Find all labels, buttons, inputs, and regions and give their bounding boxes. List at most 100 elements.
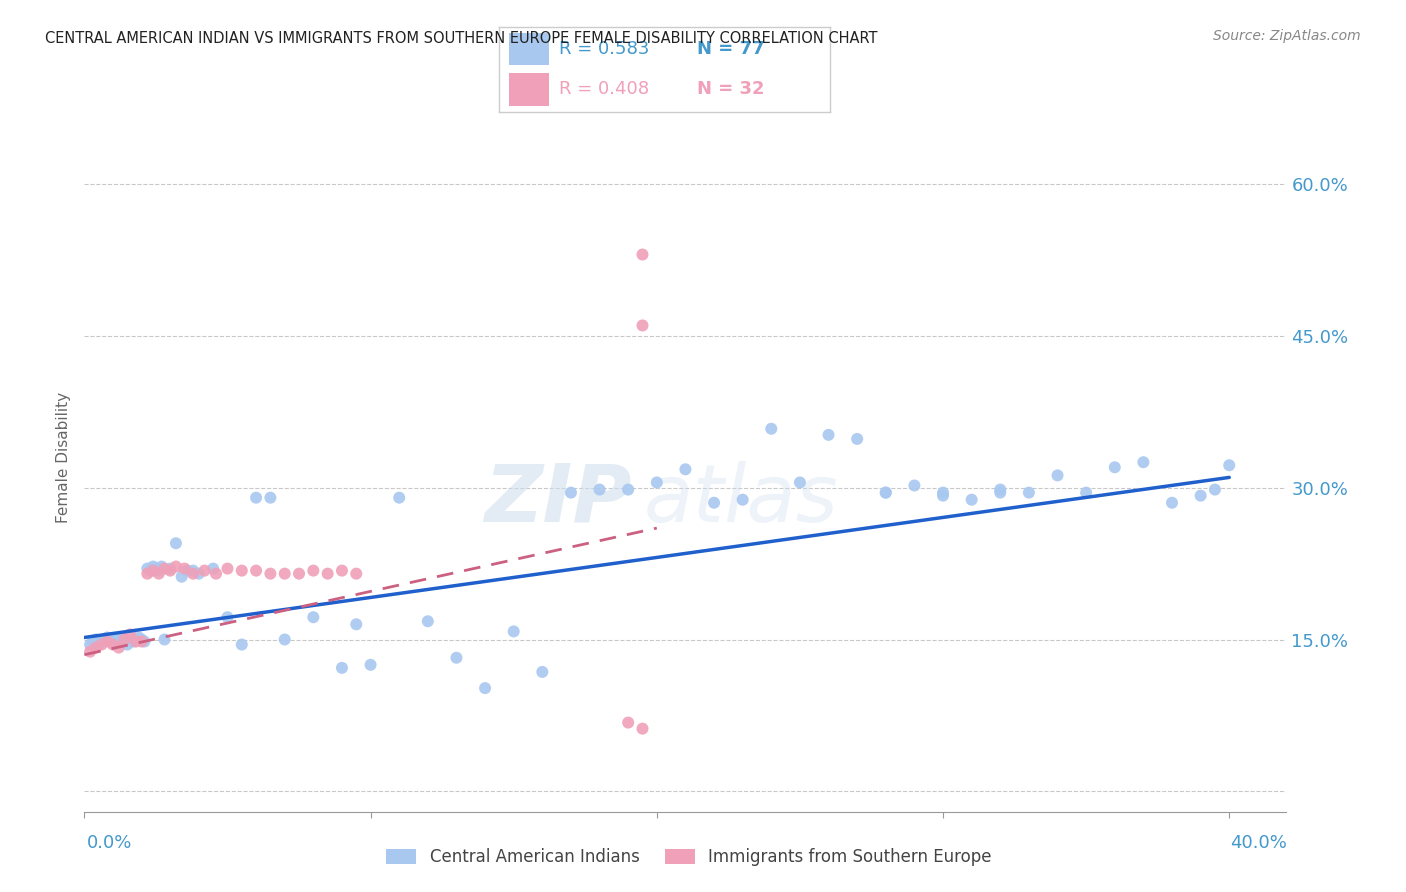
Point — [416, 614, 439, 628]
Point — [245, 564, 267, 578]
Point — [159, 561, 181, 575]
FancyBboxPatch shape — [509, 33, 548, 65]
Point — [82, 634, 104, 648]
Point — [675, 462, 697, 476]
Point — [875, 485, 897, 500]
Point — [1104, 460, 1126, 475]
Point — [87, 638, 110, 652]
Point — [139, 564, 162, 578]
Point — [107, 640, 129, 655]
Point — [153, 561, 176, 575]
Point — [181, 566, 204, 581]
Point — [101, 638, 124, 652]
Point — [1189, 489, 1212, 503]
Point — [93, 632, 115, 647]
Point — [101, 632, 124, 647]
Point — [114, 632, 135, 647]
Point — [131, 634, 153, 648]
Point — [274, 566, 297, 581]
Point — [120, 632, 142, 647]
Point — [846, 432, 869, 446]
Point — [631, 318, 654, 333]
Point — [560, 485, 582, 500]
Point — [165, 559, 187, 574]
Point — [150, 559, 173, 574]
Point — [217, 561, 239, 575]
Text: N = 32: N = 32 — [697, 80, 765, 98]
Point — [1046, 468, 1069, 483]
Text: CENTRAL AMERICAN INDIAN VS IMMIGRANTS FROM SOUTHERN EUROPE FEMALE DISABILITY COR: CENTRAL AMERICAN INDIAN VS IMMIGRANTS FR… — [45, 31, 877, 46]
Point — [176, 564, 198, 578]
Y-axis label: Female Disability: Female Disability — [56, 392, 72, 523]
Point — [988, 483, 1011, 497]
Point — [474, 681, 496, 695]
Point — [84, 640, 107, 655]
Point — [194, 564, 217, 578]
Point — [531, 665, 554, 679]
Point — [173, 561, 195, 575]
Point — [96, 634, 118, 648]
Point — [107, 632, 129, 647]
Point — [288, 566, 311, 581]
Point — [142, 559, 165, 574]
Point — [259, 566, 281, 581]
Point — [1161, 496, 1184, 510]
Text: Source: ZipAtlas.com: Source: ZipAtlas.com — [1213, 29, 1361, 43]
Point — [932, 485, 955, 500]
Point — [145, 561, 167, 575]
Point — [231, 638, 253, 652]
Point — [79, 645, 101, 659]
Point — [1018, 485, 1040, 500]
Point — [134, 634, 156, 648]
Point — [302, 564, 325, 578]
Point — [98, 634, 121, 648]
Point — [136, 561, 159, 575]
Point — [1204, 483, 1226, 497]
Point — [789, 475, 811, 490]
Point — [360, 657, 382, 672]
Point — [104, 634, 127, 648]
Text: ZIP: ZIP — [484, 460, 631, 539]
Point — [110, 631, 132, 645]
Point — [125, 632, 148, 647]
Point — [631, 722, 654, 736]
Point — [96, 631, 118, 645]
Point — [125, 634, 148, 648]
FancyBboxPatch shape — [509, 73, 548, 105]
Point — [131, 632, 153, 647]
Point — [446, 650, 468, 665]
Point — [1132, 455, 1154, 469]
Point — [817, 428, 839, 442]
Point — [330, 564, 353, 578]
Point — [245, 491, 267, 505]
Point — [217, 610, 239, 624]
Point — [142, 564, 165, 578]
Point — [165, 536, 187, 550]
Point — [159, 564, 181, 578]
Point — [344, 566, 367, 581]
Point — [645, 475, 668, 490]
Text: atlas: atlas — [644, 460, 838, 539]
Point — [148, 564, 170, 578]
Point — [148, 566, 170, 581]
Text: R = 0.408: R = 0.408 — [558, 80, 648, 98]
Point — [90, 638, 112, 652]
Point — [259, 491, 281, 505]
Point — [302, 610, 325, 624]
Point — [181, 564, 204, 578]
Point — [1218, 458, 1240, 473]
Point — [1076, 485, 1098, 500]
Legend: Central American Indians, Immigrants from Southern Europe: Central American Indians, Immigrants fro… — [380, 842, 998, 873]
Point — [875, 485, 897, 500]
Point — [617, 483, 640, 497]
Point — [502, 624, 524, 639]
Point — [932, 489, 955, 503]
Point — [344, 617, 367, 632]
Point — [187, 566, 209, 581]
Point — [388, 491, 411, 505]
Point — [617, 715, 640, 730]
Text: 40.0%: 40.0% — [1230, 834, 1286, 852]
Point — [205, 566, 228, 581]
Point — [84, 632, 107, 647]
Point — [120, 627, 142, 641]
